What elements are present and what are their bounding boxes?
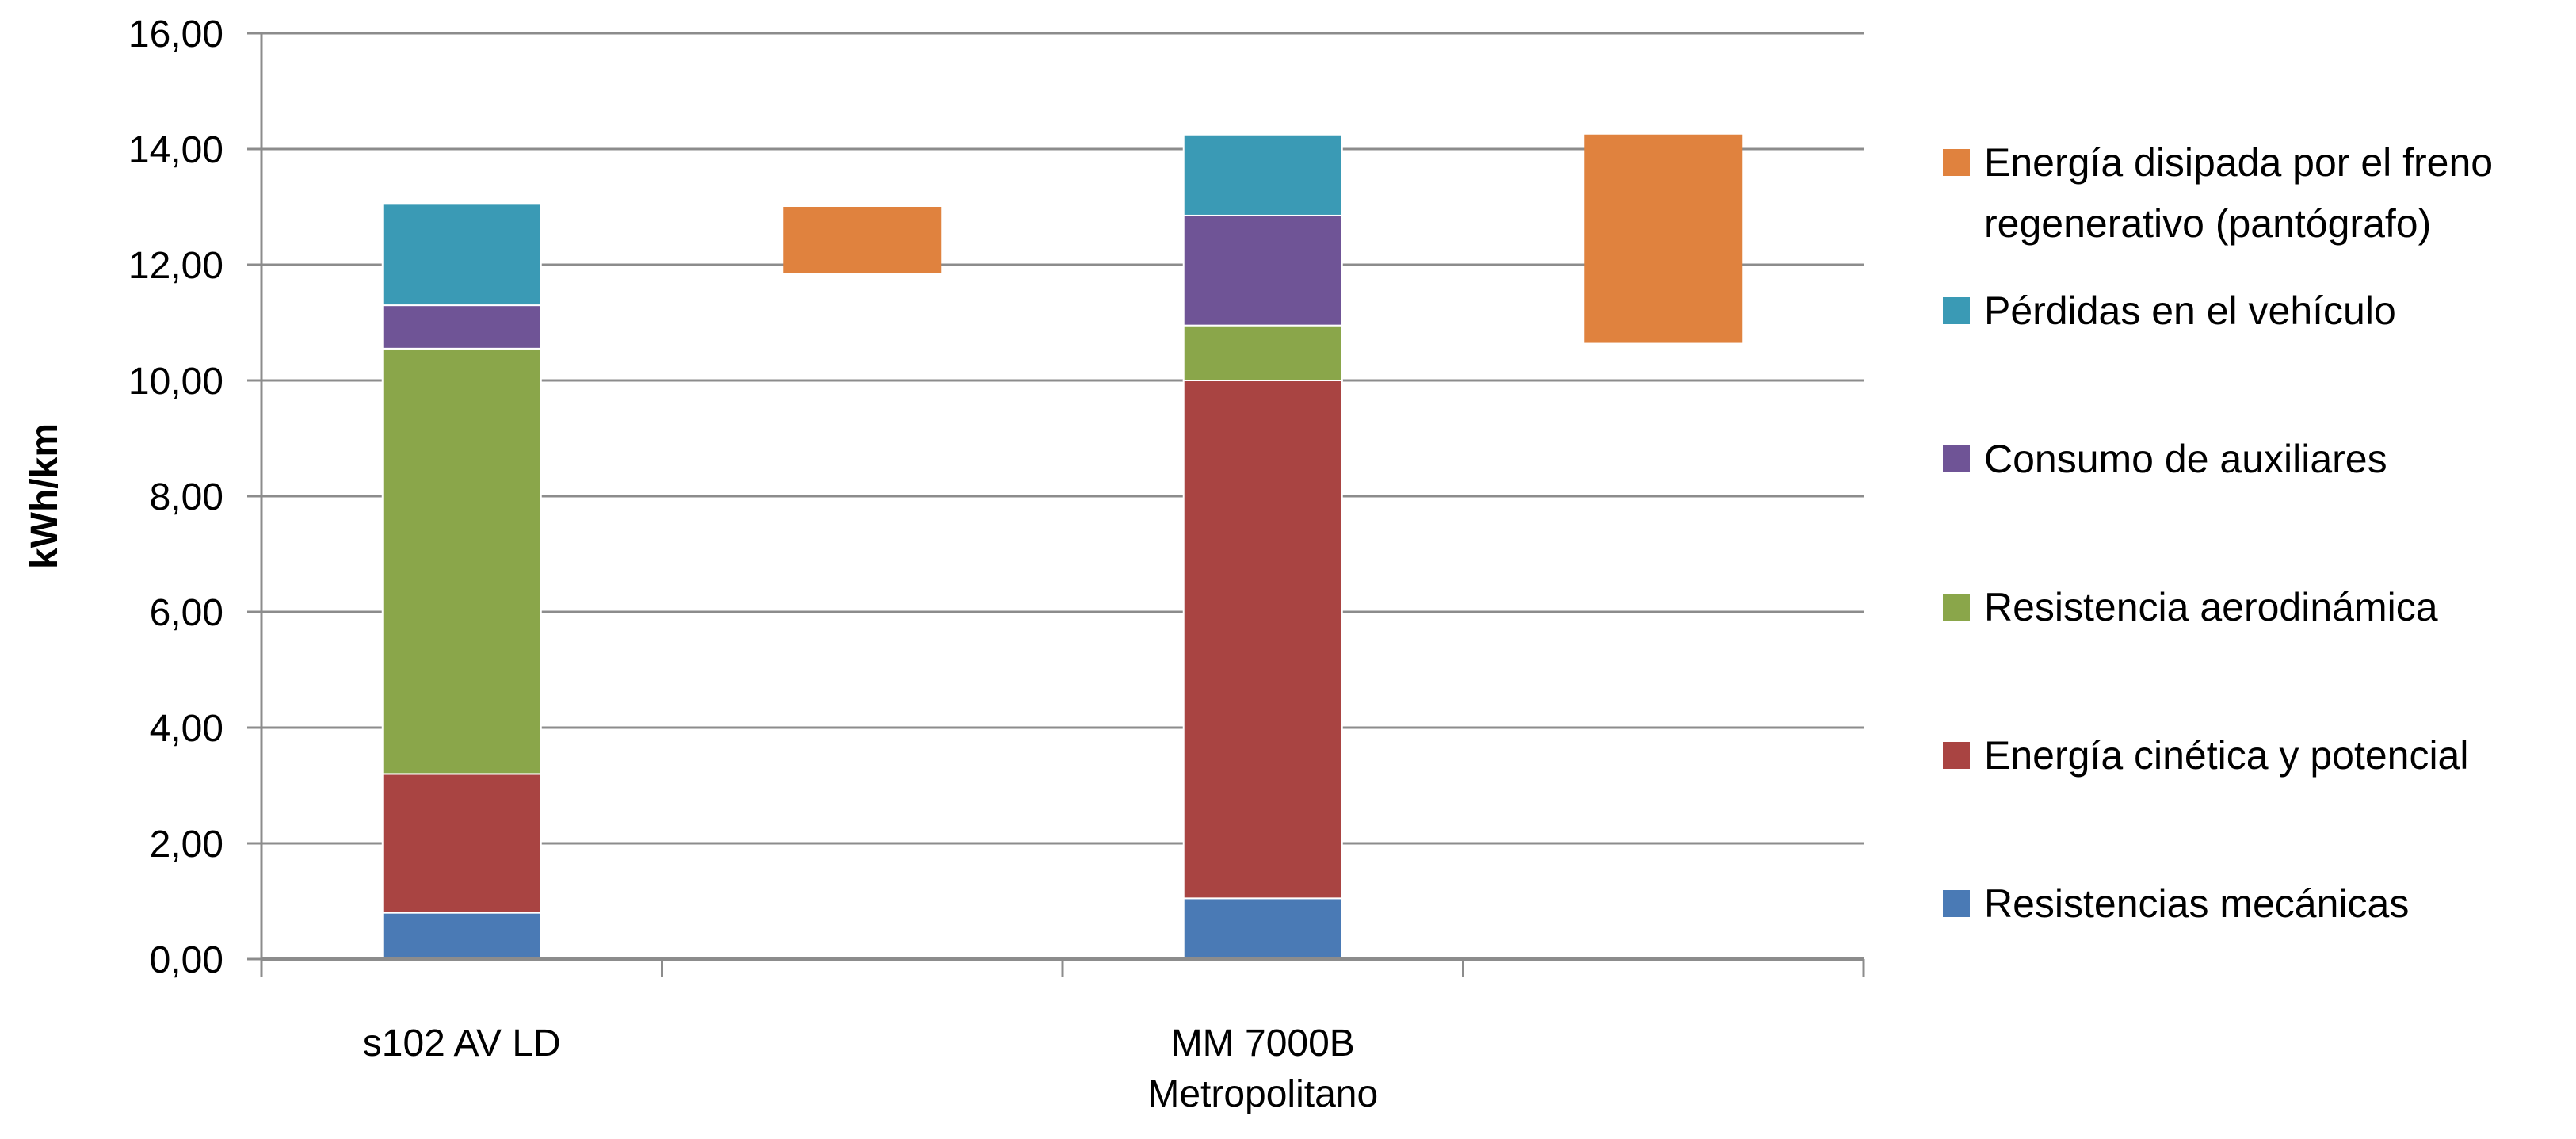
legend-swatch [1943,445,1970,472]
legend-label: Pérdidas en el vehículo [1984,289,2396,333]
x-category-label: MM 7000B Metropolitano [1147,1022,1378,1115]
bar-segment [381,203,542,307]
legend-swatch [1943,297,1970,324]
y-tick-label: 6,00 [150,592,223,634]
bar-segment [381,347,542,775]
y-tick-label: 14,00 [128,129,223,171]
legend-item: Resistencias mecánicas [1943,881,2409,926]
bar-segment [381,773,542,914]
legend-swatch [1943,890,1970,917]
y-tick-label: 10,00 [128,361,223,403]
legend-swatch [1943,594,1970,621]
legend-swatch [1943,149,1970,176]
legend-label: Energía disipada por el freno regenerativ… [1984,140,2493,246]
legend-label: Resistencias mecánicas [1984,881,2409,926]
bar-segment [381,912,542,960]
bar-segment [1182,380,1343,900]
y-tick-label: 2,00 [150,824,223,866]
y-tick-label: 12,00 [128,245,223,287]
y-tick-label: 16,00 [128,13,223,55]
legend-swatch [1943,742,1970,769]
y-tick-label: 0,00 [150,939,223,981]
x-category-label: s102 AV LD [363,1022,561,1064]
legend-label: Resistencia aerodinámica [1984,585,2438,629]
bar-segment [381,304,542,350]
y-tick-label: 4,00 [150,708,223,750]
y-axis-label: kWh/km [24,423,66,569]
bar-segment [1182,897,1343,960]
legend-item: Energía cinética y potencial [1943,733,2468,778]
y-tick-label: 8,00 [150,476,223,518]
floating-bar [1584,134,1743,343]
floating-bar [783,207,942,273]
bar-segment [1182,214,1343,327]
legend-item: Pérdidas en el vehículo [1943,289,2396,333]
bar-segment [1182,324,1343,381]
legend-label: Consumo de auxiliares [1984,437,2387,481]
legend-item: Consumo de auxiliares [1943,437,2387,481]
legend-item: Energía disipada por el freno regenerativ… [1943,140,2493,246]
legend-label: Energía cinética y potencial [1984,733,2468,778]
bar-segment [1182,133,1343,216]
legend-item: Resistencia aerodinámica [1943,585,2438,629]
